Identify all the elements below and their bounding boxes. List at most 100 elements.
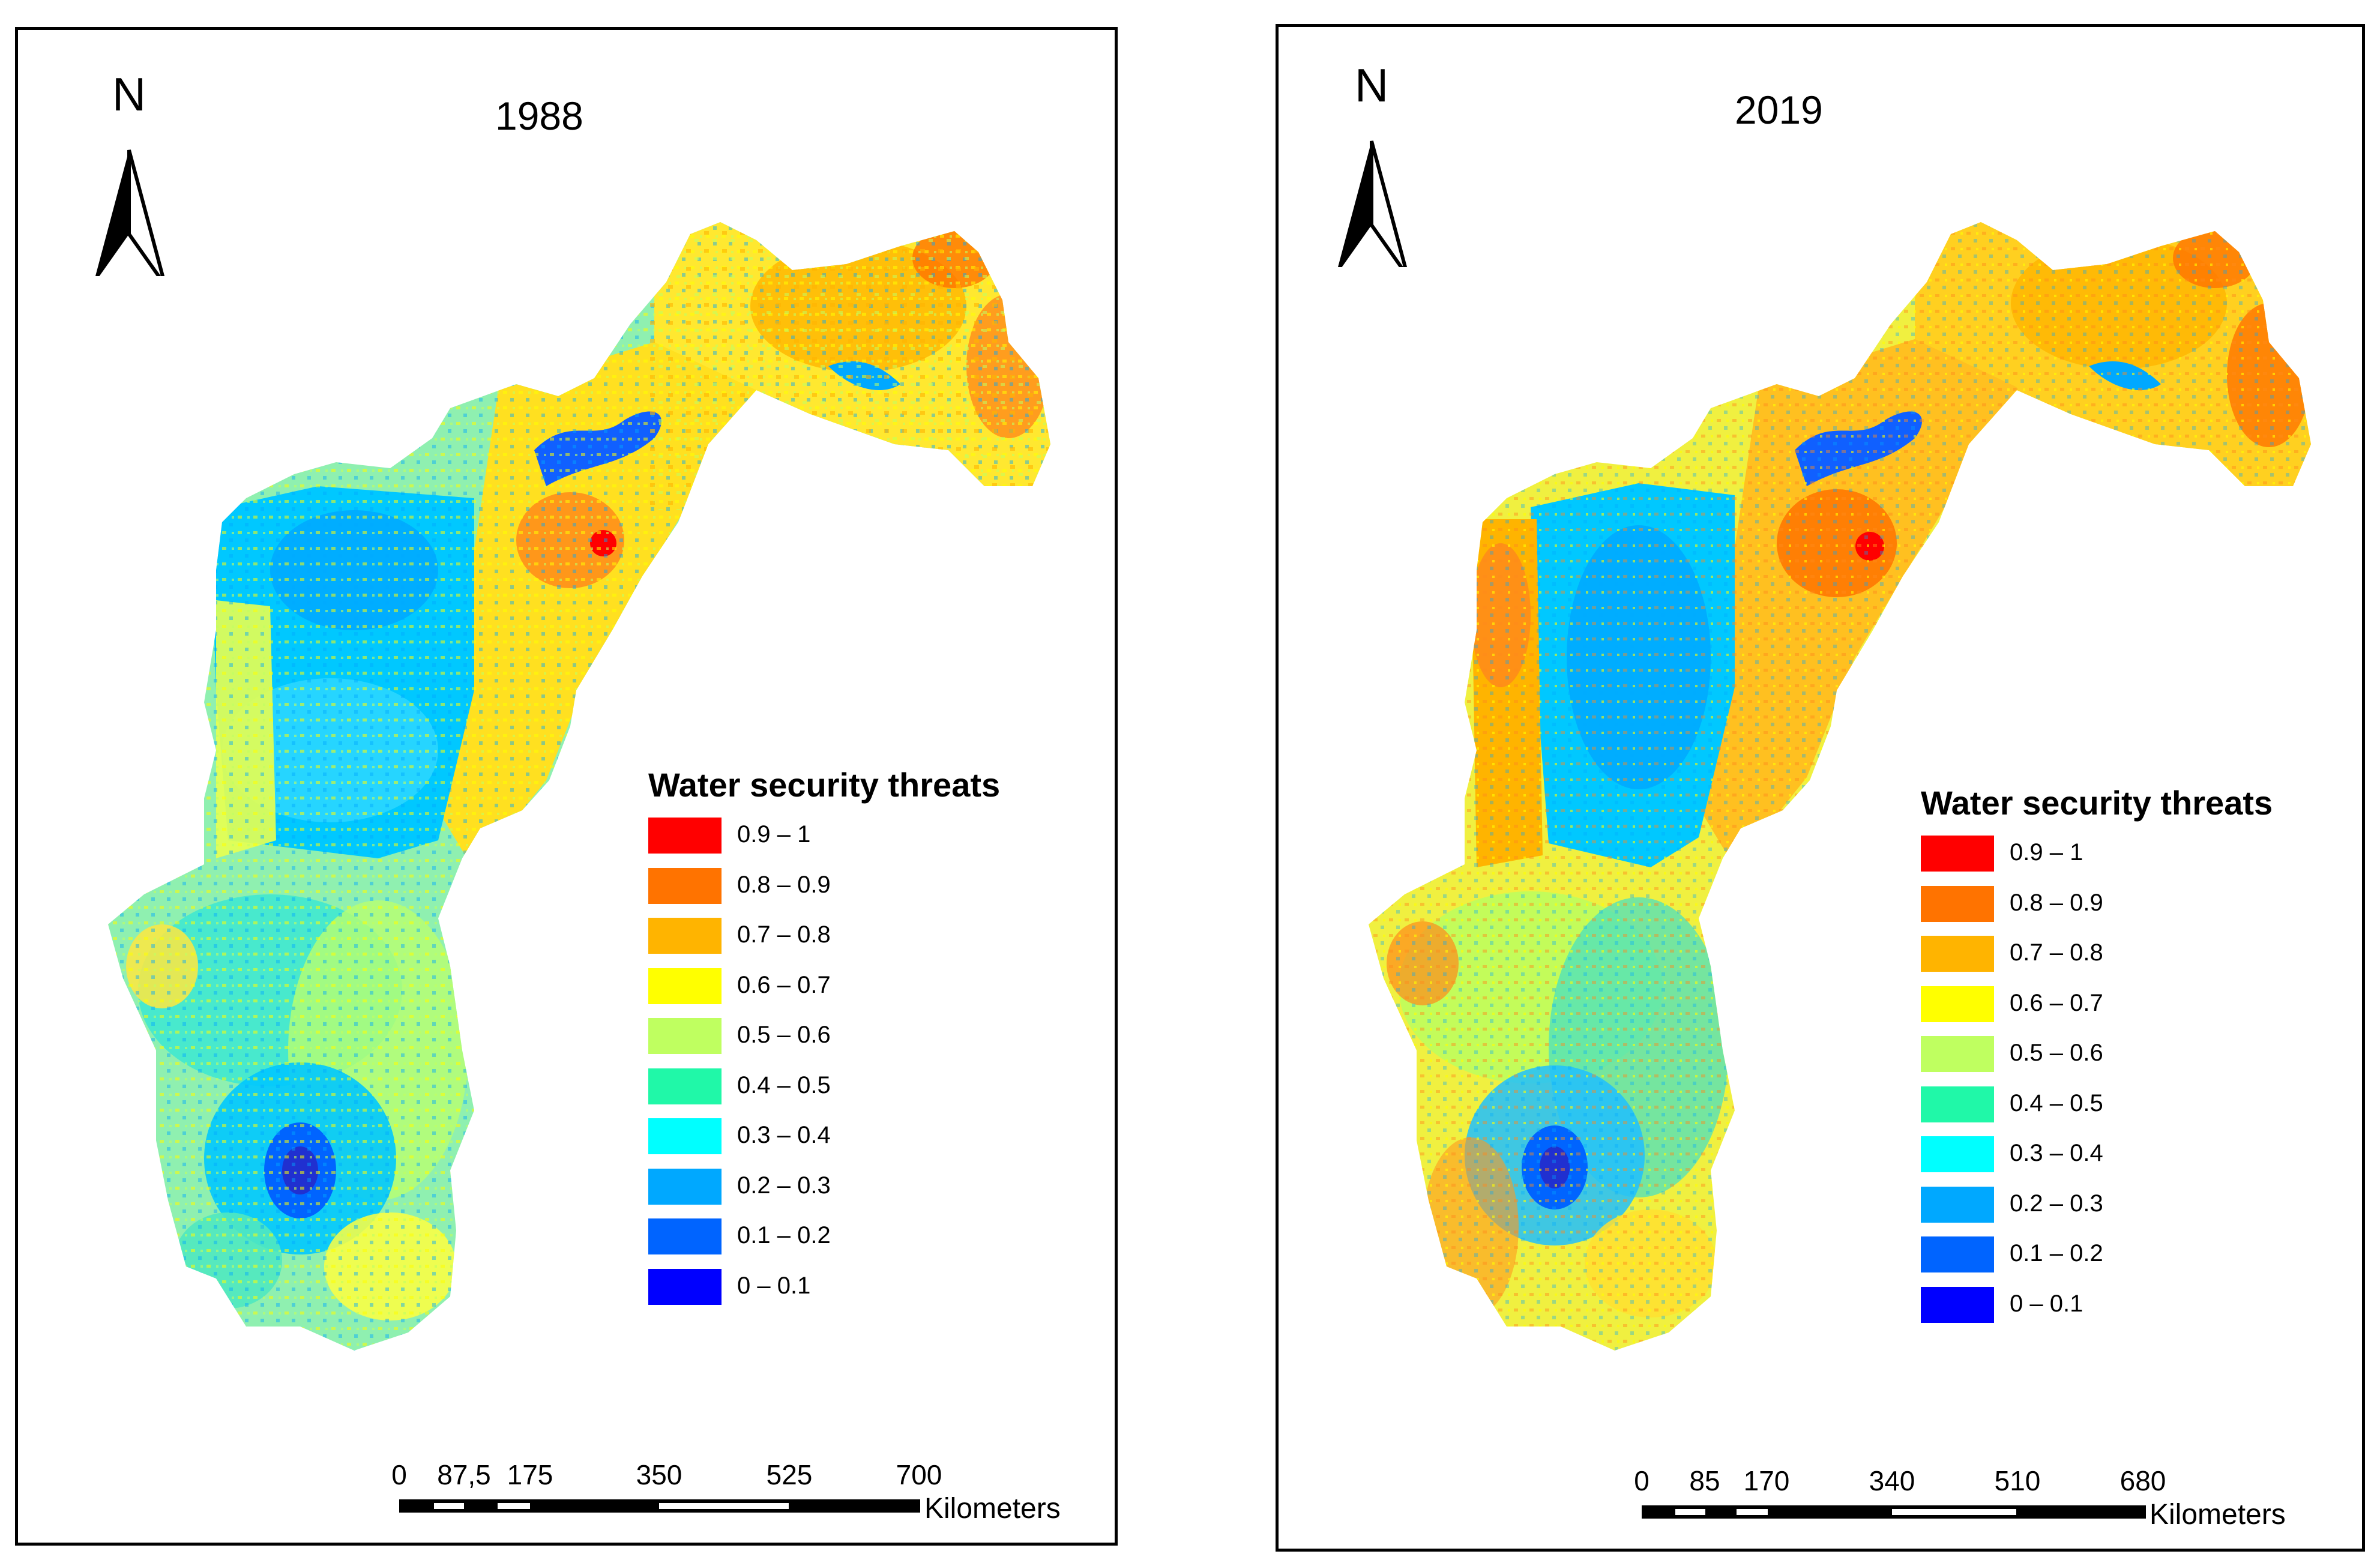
legend-label: 0 – 0.1 (2010, 1290, 2083, 1317)
scale-tick-label: 510 (1994, 1465, 2041, 1496)
legend-item: 0.5 – 0.6 (1921, 1036, 2273, 1086)
legend-item: 0.5 – 0.6 (648, 1018, 1000, 1068)
map-panel-1988: 1988 N (15, 27, 1118, 1546)
scale-segment (659, 1503, 789, 1509)
scale-tick-label: 87,5 (437, 1459, 491, 1490)
legend-swatch (1921, 1136, 1994, 1172)
legend-item: 0.6 – 0.7 (1921, 986, 2273, 1037)
legend: Water security threats 0.9 – 1 0.8 – 0.9… (648, 765, 1000, 1319)
legend-item: 0.2 – 0.3 (1921, 1186, 2273, 1237)
legend-swatch (648, 867, 722, 904)
legend-label: 0.7 – 0.8 (737, 921, 831, 948)
scale-bar: 0 85 170 340 510 680 Kilometers (1634, 1465, 2362, 1531)
legend-swatch (648, 1218, 722, 1254)
legend-swatch (648, 1268, 722, 1305)
scale-segment (434, 1503, 464, 1509)
scale-segment (1675, 1509, 1705, 1515)
legend-items: 0.9 – 1 0.8 – 0.9 0.7 – 0.8 0.6 – 0.7 0.… (648, 818, 1000, 1319)
scale-segment (1737, 1509, 1768, 1515)
legend-item: 0.3 – 0.4 (1921, 1136, 2273, 1187)
legend-label: 0.4 – 0.5 (737, 1071, 831, 1098)
legend-swatch (1921, 1036, 1994, 1072)
legend-swatch (1921, 936, 1994, 972)
legend-label: 0.8 – 0.9 (2010, 889, 2103, 916)
scale-units: Kilometers (924, 1493, 1061, 1525)
scale-tick-label: 350 (636, 1459, 682, 1490)
map-title: 1988 (495, 94, 583, 138)
legend-item: 0 – 0.1 (648, 1268, 1000, 1319)
legend-label: 0.2 – 0.3 (2010, 1190, 2103, 1217)
legend-swatch (1921, 1236, 1994, 1272)
legend-label: 0 – 0.1 (737, 1272, 811, 1299)
legend-swatch (648, 918, 722, 954)
legend-label: 0.3 – 0.4 (2010, 1140, 2103, 1166)
legend-item: 0 – 0.1 (1921, 1286, 2273, 1337)
legend-swatch (1921, 885, 1994, 922)
legend-swatch (648, 818, 722, 854)
scale-tick-label: 170 (1743, 1465, 1790, 1496)
legend-item: 0.2 – 0.3 (648, 1168, 1000, 1219)
scale-tick-label: 0 (1634, 1465, 1649, 1496)
legend-title: Water security threats (1921, 784, 2273, 822)
scale-tick-label: 340 (1869, 1465, 1915, 1496)
legend: Water security threats 0.9 – 1 0.8 – 0.9… (1921, 783, 2273, 1337)
scale-track (1642, 1505, 2146, 1519)
scale-units: Kilometers (2150, 1499, 2286, 1531)
legend-label: 0.1 – 0.2 (2010, 1240, 2103, 1266)
legend-label: 0.2 – 0.3 (737, 1172, 831, 1199)
legend-items: 0.9 – 1 0.8 – 0.9 0.7 – 0.8 0.6 – 0.7 0.… (1921, 836, 2273, 1337)
legend-swatch (648, 1118, 722, 1154)
legend-swatch (1921, 836, 1994, 872)
legend-item: 0.1 – 0.2 (648, 1218, 1000, 1269)
legend-item: 0.7 – 0.8 (1921, 936, 2273, 986)
legend-item: 0.9 – 1 (1921, 836, 2273, 886)
legend-swatch (1921, 1286, 1994, 1323)
map-title: 2019 (1735, 88, 1823, 132)
legend-item: 0.6 – 0.7 (648, 968, 1000, 1019)
scale-tick-label: 680 (2119, 1465, 2166, 1496)
legend-swatch (1921, 986, 1994, 1022)
legend-swatch (648, 1018, 722, 1054)
north-arrow-icon (1338, 140, 1408, 267)
legend-label: 0.4 – 0.5 (2010, 1089, 2103, 1116)
legend-label: 0.8 – 0.9 (737, 871, 831, 898)
map-panel-2019: 2019 N (1276, 24, 2365, 1552)
water-threat-map-2019 (1369, 222, 2311, 1351)
legend-item: 0.8 – 0.9 (1921, 885, 2273, 936)
scale-bar: 0 87,5 175 350 525 700 Kilometers (391, 1459, 1119, 1525)
legend-label: 0.3 – 0.4 (737, 1122, 831, 1148)
scale-tick-label: 175 (507, 1459, 553, 1490)
legend-label: 0.5 – 0.6 (2010, 1040, 2103, 1066)
legend-item: 0.1 – 0.2 (1921, 1236, 2273, 1287)
legend-item: 0.4 – 0.5 (1921, 1086, 2273, 1137)
legend-label: 0.9 – 1 (2010, 839, 2083, 866)
water-threat-map-1988 (108, 222, 1050, 1351)
legend-label: 0.1 – 0.2 (737, 1222, 831, 1248)
legend-swatch (648, 1168, 722, 1205)
legend-swatch (648, 968, 722, 1004)
scale-tick-label: 525 (766, 1459, 813, 1490)
north-label: N (1354, 59, 1389, 112)
north-label: N (112, 68, 146, 121)
scale-track (399, 1499, 920, 1513)
scale-tick-label: 0 (391, 1459, 407, 1490)
north-arrow: N (87, 68, 171, 276)
legend-label: 0.5 – 0.6 (737, 1022, 831, 1048)
legend-item: 0.9 – 1 (648, 818, 1000, 868)
scale-segment (1892, 1509, 2016, 1515)
legend-label: 0.6 – 0.7 (2010, 989, 2103, 1016)
legend-item: 0.7 – 0.8 (648, 918, 1000, 968)
scale-tick-label: 700 (896, 1459, 942, 1490)
legend-item: 0.8 – 0.9 (648, 867, 1000, 918)
legend-swatch (1921, 1086, 1994, 1122)
north-arrow-icon (95, 149, 165, 276)
legend-swatch (648, 1068, 722, 1104)
legend-item: 0.4 – 0.5 (648, 1068, 1000, 1119)
legend-item: 0.3 – 0.4 (648, 1118, 1000, 1169)
legend-title: Water security threats (648, 766, 1001, 804)
legend-label: 0.9 – 1 (737, 821, 811, 848)
scale-tick-label: 85 (1689, 1465, 1720, 1496)
scale-segment (498, 1503, 530, 1509)
legend-label: 0.7 – 0.8 (2010, 939, 2103, 966)
legend-swatch (1921, 1186, 1994, 1223)
